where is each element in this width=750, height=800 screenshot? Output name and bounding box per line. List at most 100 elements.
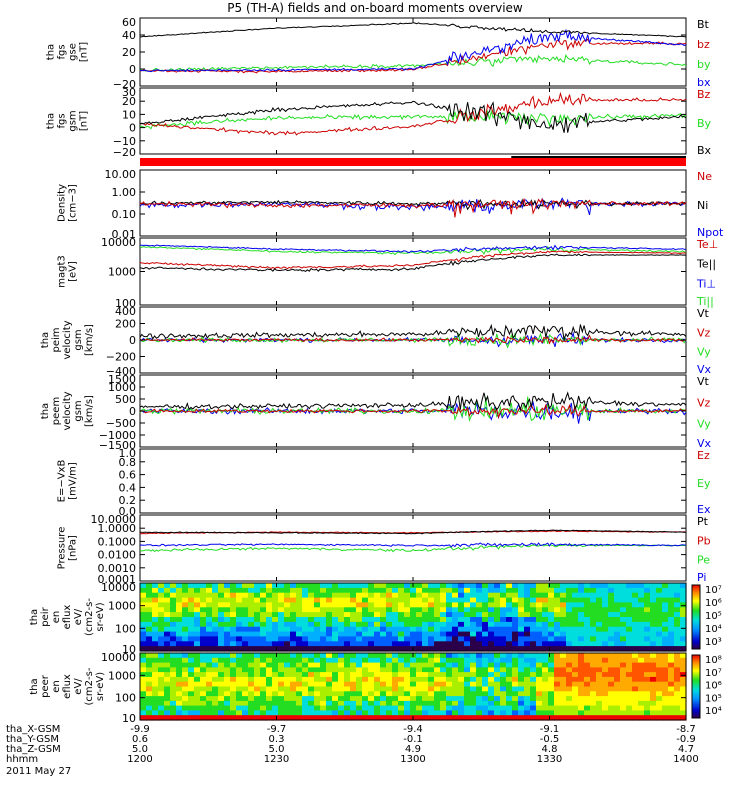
panel-espec-cell — [674, 715, 681, 721]
panel-ispec-cell — [536, 626, 543, 633]
panel-ispec-cell — [446, 592, 453, 599]
panel-espec-cell — [188, 686, 195, 692]
panel-ispec-cell — [632, 641, 639, 647]
panel-ispec-cell — [470, 612, 477, 618]
panel-espec-cell — [590, 710, 597, 716]
panel-espec-cell — [230, 715, 237, 721]
panel-ispec-cell — [680, 592, 687, 599]
panel-ispec-cell — [242, 641, 249, 647]
panel-espec-cell — [446, 662, 453, 668]
panel-espec-cell — [422, 705, 429, 711]
panel-espec-cell — [536, 667, 543, 673]
panel-espec-cell — [344, 691, 351, 697]
panel-ispec-ylabel: tha — [29, 609, 40, 625]
panel-espec-cell — [230, 662, 237, 668]
panel-espec-cell — [350, 710, 357, 716]
panel-espec-cell — [584, 705, 591, 711]
panel-ispec-cell — [590, 636, 597, 642]
panel-temp-tick-label: 10000 — [101, 236, 136, 249]
panel-espec-cell — [314, 691, 321, 697]
panel-ispec-cell — [584, 621, 591, 628]
panel-ispec-cell — [212, 583, 219, 589]
panel-ispec-cell — [458, 587, 465, 594]
panel-ispec-cell — [194, 612, 201, 618]
panel-ispec-cell — [608, 612, 615, 618]
panel-espec-cell — [314, 653, 321, 659]
panel-ispec-cell — [506, 597, 513, 604]
panel-espec-cell — [278, 691, 285, 697]
panel-ispec-cell — [140, 583, 147, 589]
panel-espec-cell — [440, 653, 447, 659]
panel-ispec-cell — [332, 597, 339, 604]
panel-espec-cell — [362, 710, 369, 716]
panel-ispec-cell — [494, 612, 501, 618]
panel-ispec-cell — [350, 617, 357, 623]
panel-ispec-cell — [596, 636, 603, 642]
panel-ispec-cell — [482, 636, 489, 642]
panel-espec-cell — [410, 672, 417, 678]
panel-ispec-cell — [524, 592, 531, 599]
panel-espec-cell — [632, 705, 639, 711]
panel-ispec-cell — [542, 621, 549, 628]
panel-espec-cell — [590, 657, 597, 664]
panel-ispec-cell — [638, 626, 645, 633]
panel-ispec-cell — [512, 631, 519, 638]
panel-espec-cell — [308, 691, 315, 697]
panel-ispec-cell — [386, 626, 393, 633]
panel-espec-cell — [470, 700, 477, 707]
panel-ispec-cell — [308, 607, 315, 613]
panel-ispec-cell — [488, 592, 495, 599]
panel-ispec-cell — [512, 626, 519, 633]
panel-espec-cell — [542, 691, 549, 697]
panel-efield-ylabel: [mV/m] — [68, 462, 79, 500]
panel-espec-cell — [650, 710, 657, 716]
panel-ispec-cell — [614, 612, 621, 618]
panel-ispec-cell — [566, 626, 573, 633]
panel-ispec-cell — [362, 612, 369, 618]
panel-ispec-cell — [458, 597, 465, 604]
panel-ispec-cell — [536, 592, 543, 599]
panel-ispec-cell — [452, 641, 459, 647]
panel-ispec-cell — [170, 612, 177, 618]
panel-espec-cell — [596, 700, 603, 707]
panel-espec-cell — [146, 657, 153, 664]
panel-espec-cell — [602, 700, 609, 707]
panel-espec-cell — [290, 662, 297, 668]
panel-espec-cell — [254, 705, 261, 711]
panel-ispec-cell — [440, 583, 447, 589]
panel-espec-cell — [578, 686, 585, 692]
panel-ispec-cell — [560, 612, 567, 618]
panel-ispec-cell — [248, 631, 255, 638]
panel-pressure-tick-label: 0.0001 — [98, 573, 137, 586]
panel-ispec-cell — [488, 612, 495, 618]
panel-ispec-cell — [524, 626, 531, 633]
panel-ispec-cell — [596, 612, 603, 618]
panel-ispec-cell — [140, 587, 147, 594]
panel-ispec-cell — [362, 617, 369, 623]
panel-espec-cell — [260, 653, 267, 659]
panel-espec-cell — [242, 657, 249, 664]
panel-espec-cell — [404, 715, 411, 721]
panel-ispec-cell — [278, 646, 285, 652]
panel-ispec-cell — [158, 626, 165, 633]
panel-espec-cell — [338, 657, 345, 664]
panel-espec-cell — [182, 662, 189, 668]
panel-ispec-cell — [500, 636, 507, 642]
panel-espec-cell — [410, 676, 417, 683]
panel-espec-cell — [212, 691, 219, 697]
panel-ispec-cell — [680, 641, 687, 647]
panel-ispec-cell — [374, 641, 381, 647]
panel-espec-cell — [404, 691, 411, 697]
panel-espec-cell — [470, 672, 477, 678]
panel-ispec-cell — [512, 592, 519, 599]
panel-ispec-cell — [140, 602, 147, 608]
panel-ispec-cell — [434, 621, 441, 628]
panel-espec-cell — [404, 686, 411, 692]
panel-ispec-cell — [554, 646, 561, 652]
panel-ispec-cell — [530, 592, 537, 599]
panel-ispec-cell — [572, 592, 579, 599]
panel-espec-cell — [206, 700, 213, 707]
panel-ispec-cell — [392, 631, 399, 638]
panel-ispec-cell — [440, 646, 447, 652]
panel-espec-cell — [470, 710, 477, 716]
